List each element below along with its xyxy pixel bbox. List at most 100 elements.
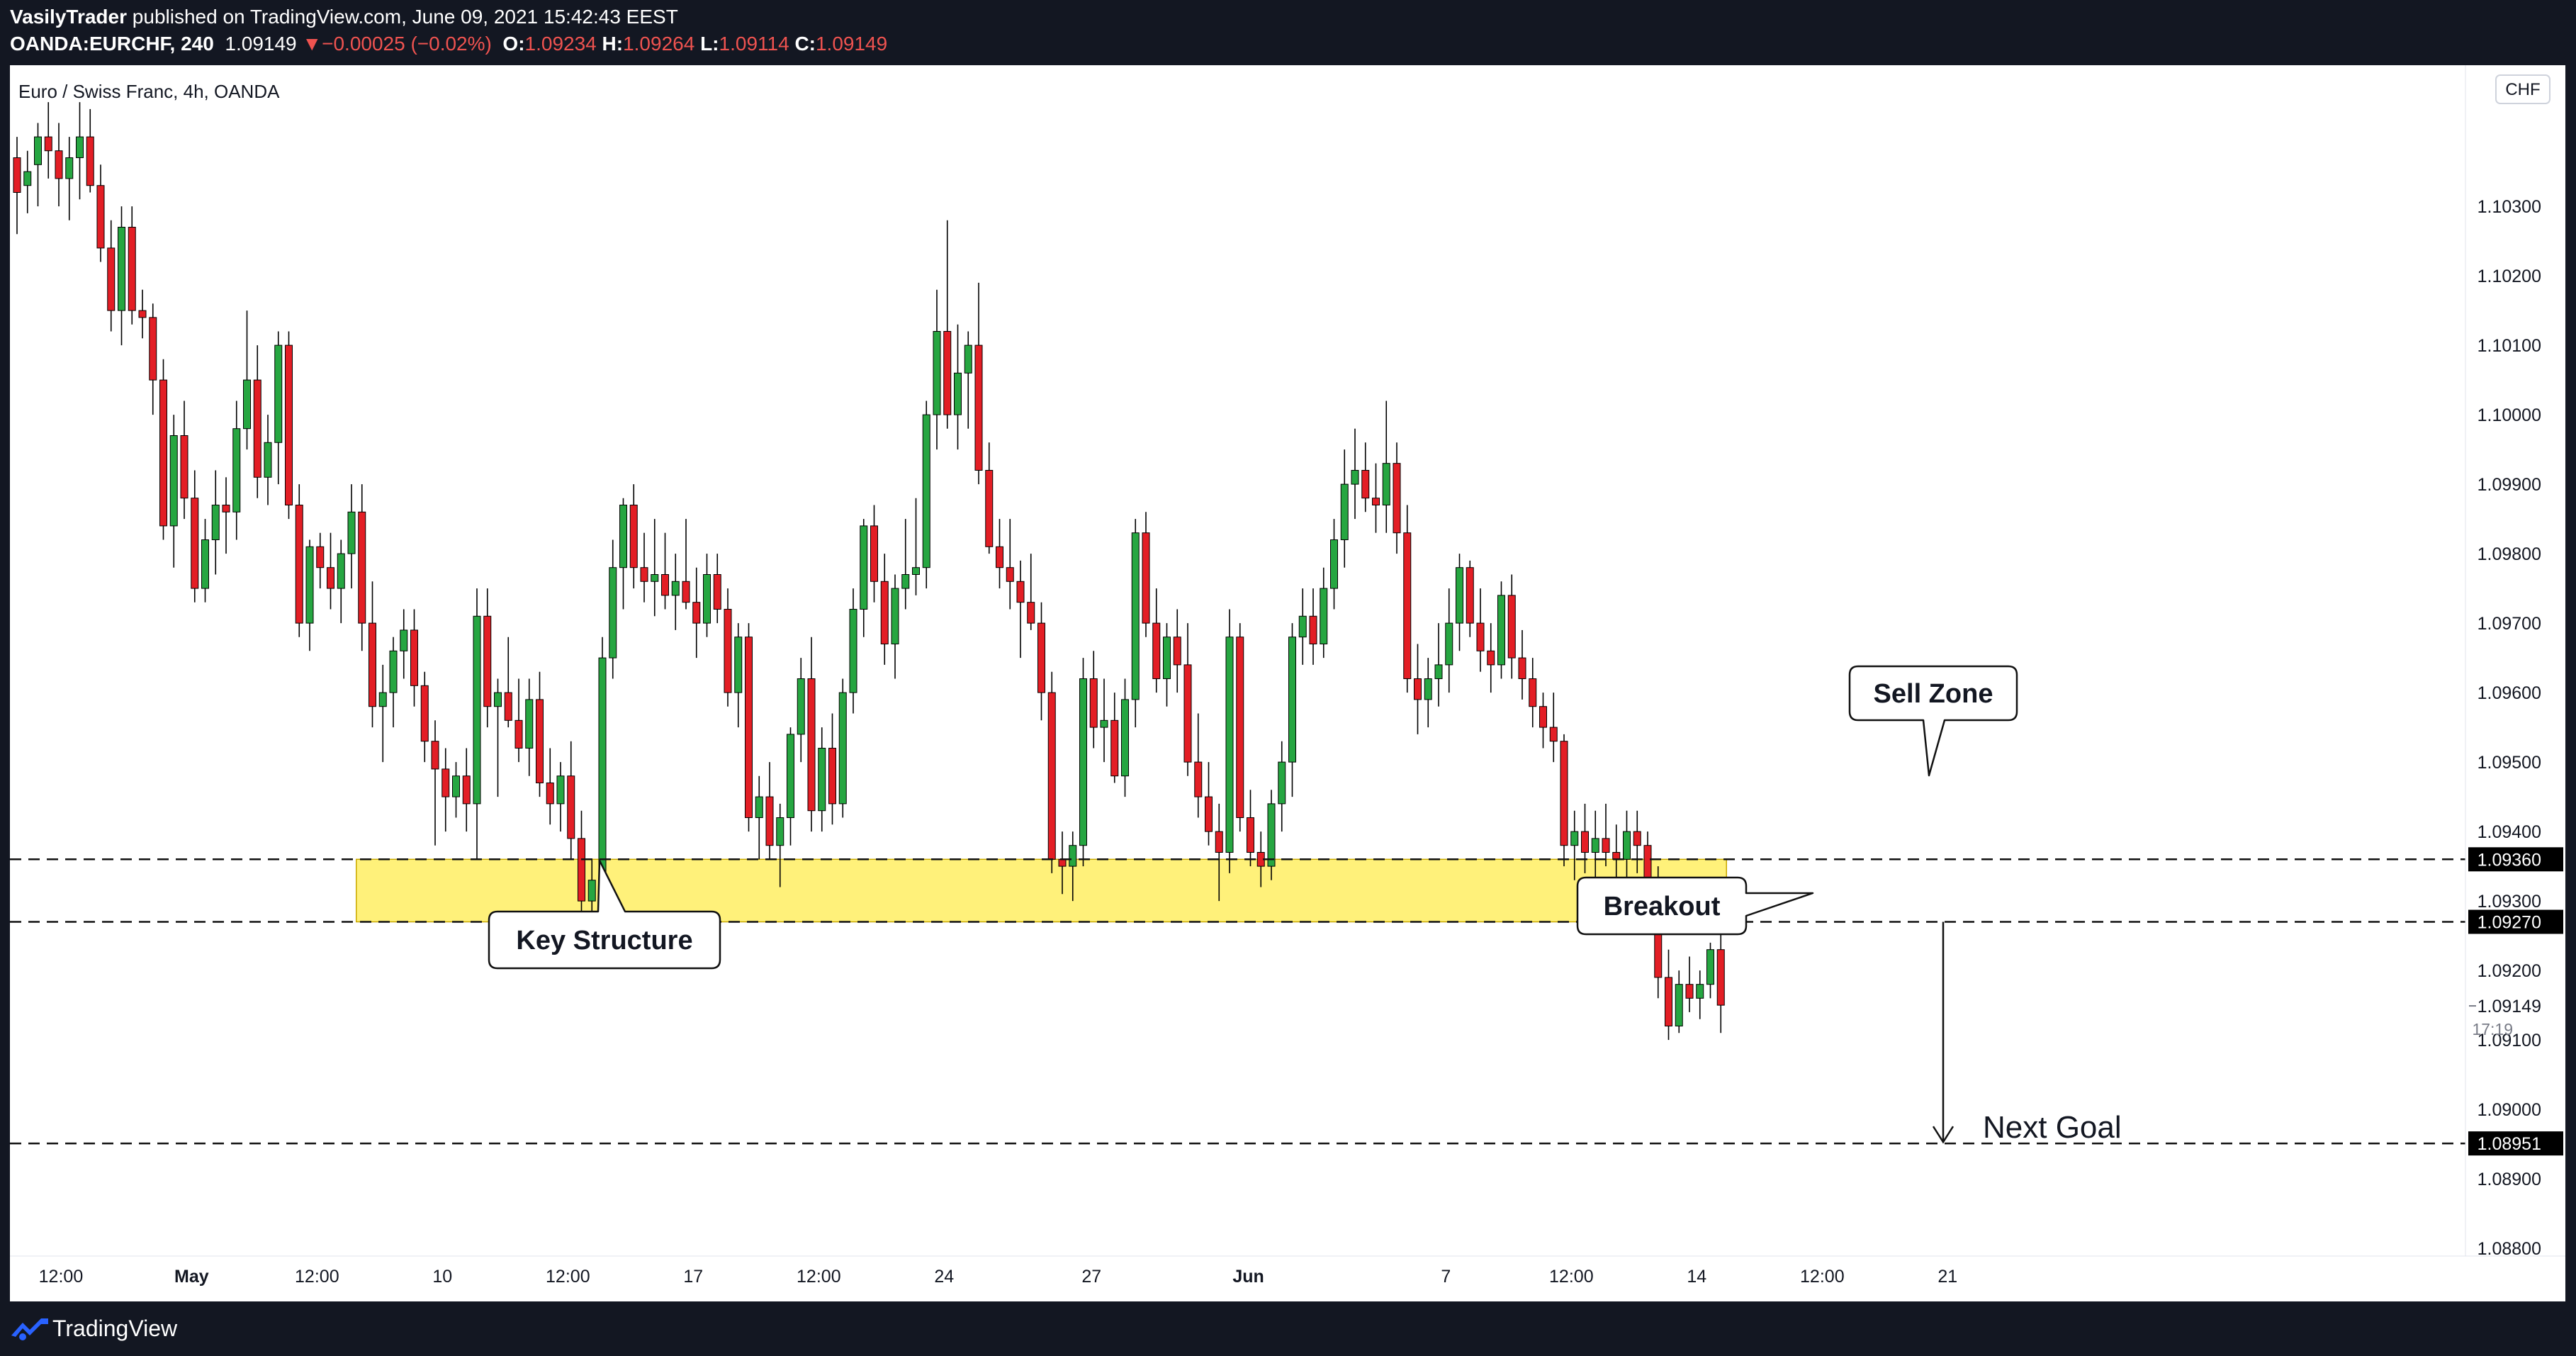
author-name[interactable]: VasilyTrader bbox=[10, 6, 128, 28]
candle bbox=[1079, 658, 1087, 867]
candle bbox=[922, 400, 930, 589]
candle bbox=[44, 102, 52, 179]
candle-body bbox=[1131, 532, 1140, 700]
candle bbox=[724, 588, 732, 707]
tradingview-brand[interactable]: TradingView bbox=[52, 1316, 178, 1341]
candle bbox=[849, 588, 857, 714]
candle bbox=[295, 484, 303, 637]
candle-body bbox=[1278, 761, 1286, 805]
candle-body bbox=[431, 741, 439, 770]
candle-body bbox=[838, 692, 847, 805]
currency-badge-frame[interactable] bbox=[2495, 74, 2550, 104]
candle bbox=[138, 289, 147, 339]
candle bbox=[347, 484, 356, 589]
candle bbox=[76, 102, 84, 200]
candle bbox=[169, 415, 178, 568]
price-tick-label: 1.08900 bbox=[2477, 1170, 2541, 1189]
price-level-badge-label: 1.08951 bbox=[2477, 1134, 2541, 1154]
candle bbox=[107, 220, 116, 332]
candle-body bbox=[107, 247, 116, 311]
candle-body bbox=[23, 171, 32, 186]
candle bbox=[1215, 803, 1223, 902]
candle-body bbox=[55, 150, 63, 179]
time-tick-label: 24 bbox=[934, 1267, 954, 1287]
candle-body bbox=[546, 783, 554, 805]
next-goal-label[interactable]: Next Goal bbox=[1983, 1110, 2122, 1145]
tradingview-logo-icon[interactable] bbox=[10, 1314, 50, 1343]
candle-body bbox=[1602, 838, 1610, 853]
candle bbox=[1591, 810, 1599, 880]
candle-body bbox=[734, 637, 743, 693]
candle bbox=[118, 206, 125, 346]
candle bbox=[400, 609, 408, 679]
price-level-badge-label: 1.09360 bbox=[2477, 850, 2541, 870]
candle-body bbox=[1288, 637, 1296, 763]
price-tick-label: 1.10200 bbox=[2477, 267, 2541, 286]
candle bbox=[1456, 554, 1463, 651]
candle bbox=[1549, 693, 1558, 763]
candle bbox=[1570, 810, 1579, 880]
candle-body bbox=[44, 136, 52, 152]
candle bbox=[1696, 970, 1704, 1019]
open-value: 1.09234 bbox=[524, 33, 597, 55]
candle bbox=[629, 484, 638, 589]
candle-body bbox=[169, 435, 178, 527]
candle-body bbox=[1330, 539, 1338, 589]
candle bbox=[1539, 693, 1547, 749]
candle bbox=[1288, 623, 1296, 797]
price-level-badge[interactable]: 1.09270 bbox=[2468, 909, 2563, 934]
price-tick-label: 1.09300 bbox=[2477, 892, 2541, 912]
down-triangle-icon: ▼ bbox=[302, 33, 322, 55]
candle bbox=[378, 664, 387, 763]
currency-badge[interactable]: CHF bbox=[2495, 74, 2550, 104]
candle bbox=[253, 345, 261, 498]
symbol-label: OANDA:EURCHF, 240 bbox=[10, 33, 214, 55]
price-level-badge[interactable]: 1.09360 bbox=[2468, 847, 2563, 872]
candle-body bbox=[1633, 831, 1641, 846]
candle bbox=[797, 658, 805, 763]
candle-body bbox=[1403, 532, 1412, 680]
candle-body bbox=[1006, 567, 1014, 582]
candle-body bbox=[462, 775, 471, 805]
candle bbox=[180, 400, 189, 520]
candle-body bbox=[1497, 595, 1505, 666]
candle-body bbox=[285, 344, 293, 505]
candle-body bbox=[1487, 650, 1495, 666]
candle-body bbox=[1665, 977, 1672, 1027]
price-tick-label: 1.10000 bbox=[2477, 405, 2541, 425]
candle-body bbox=[996, 546, 1003, 568]
candle bbox=[1298, 588, 1307, 665]
candle-body bbox=[1361, 470, 1370, 499]
price-level-badge-label: 1.09270 bbox=[2477, 913, 2541, 933]
candle bbox=[1581, 803, 1589, 873]
key-structure-callout[interactable]: Key Structure bbox=[488, 859, 721, 970]
candle bbox=[901, 519, 910, 610]
candle-body bbox=[1163, 637, 1171, 680]
time-tick-label: 12:00 bbox=[546, 1267, 590, 1287]
candle-body bbox=[65, 157, 74, 179]
candle-body bbox=[1612, 852, 1621, 860]
price-level-badge[interactable]: 1.08951 bbox=[2468, 1131, 2563, 1156]
sell-zone-callout[interactable]: Sell Zone bbox=[1848, 665, 2018, 777]
candle-body bbox=[1340, 483, 1349, 540]
candle-body bbox=[1110, 719, 1119, 777]
candle bbox=[1194, 713, 1203, 818]
chart-pane[interactable]: Key Structure Breakout Sell Zone Next Goal … bbox=[10, 65, 2565, 1301]
candle-body bbox=[180, 435, 189, 499]
candle bbox=[420, 671, 429, 763]
candle-body bbox=[1675, 984, 1683, 1026]
candle bbox=[55, 123, 63, 207]
candle-body bbox=[420, 685, 429, 742]
candle-body bbox=[713, 574, 721, 610]
candle-body bbox=[34, 136, 42, 165]
candle bbox=[1016, 560, 1025, 659]
candle bbox=[1372, 463, 1380, 533]
breakout-callout[interactable]: Breakout bbox=[1576, 876, 1814, 936]
candle bbox=[755, 775, 763, 860]
candle bbox=[1037, 602, 1045, 721]
candle-body bbox=[274, 344, 283, 443]
candle-body bbox=[1518, 657, 1526, 679]
candle bbox=[211, 470, 220, 575]
candle bbox=[65, 137, 74, 220]
